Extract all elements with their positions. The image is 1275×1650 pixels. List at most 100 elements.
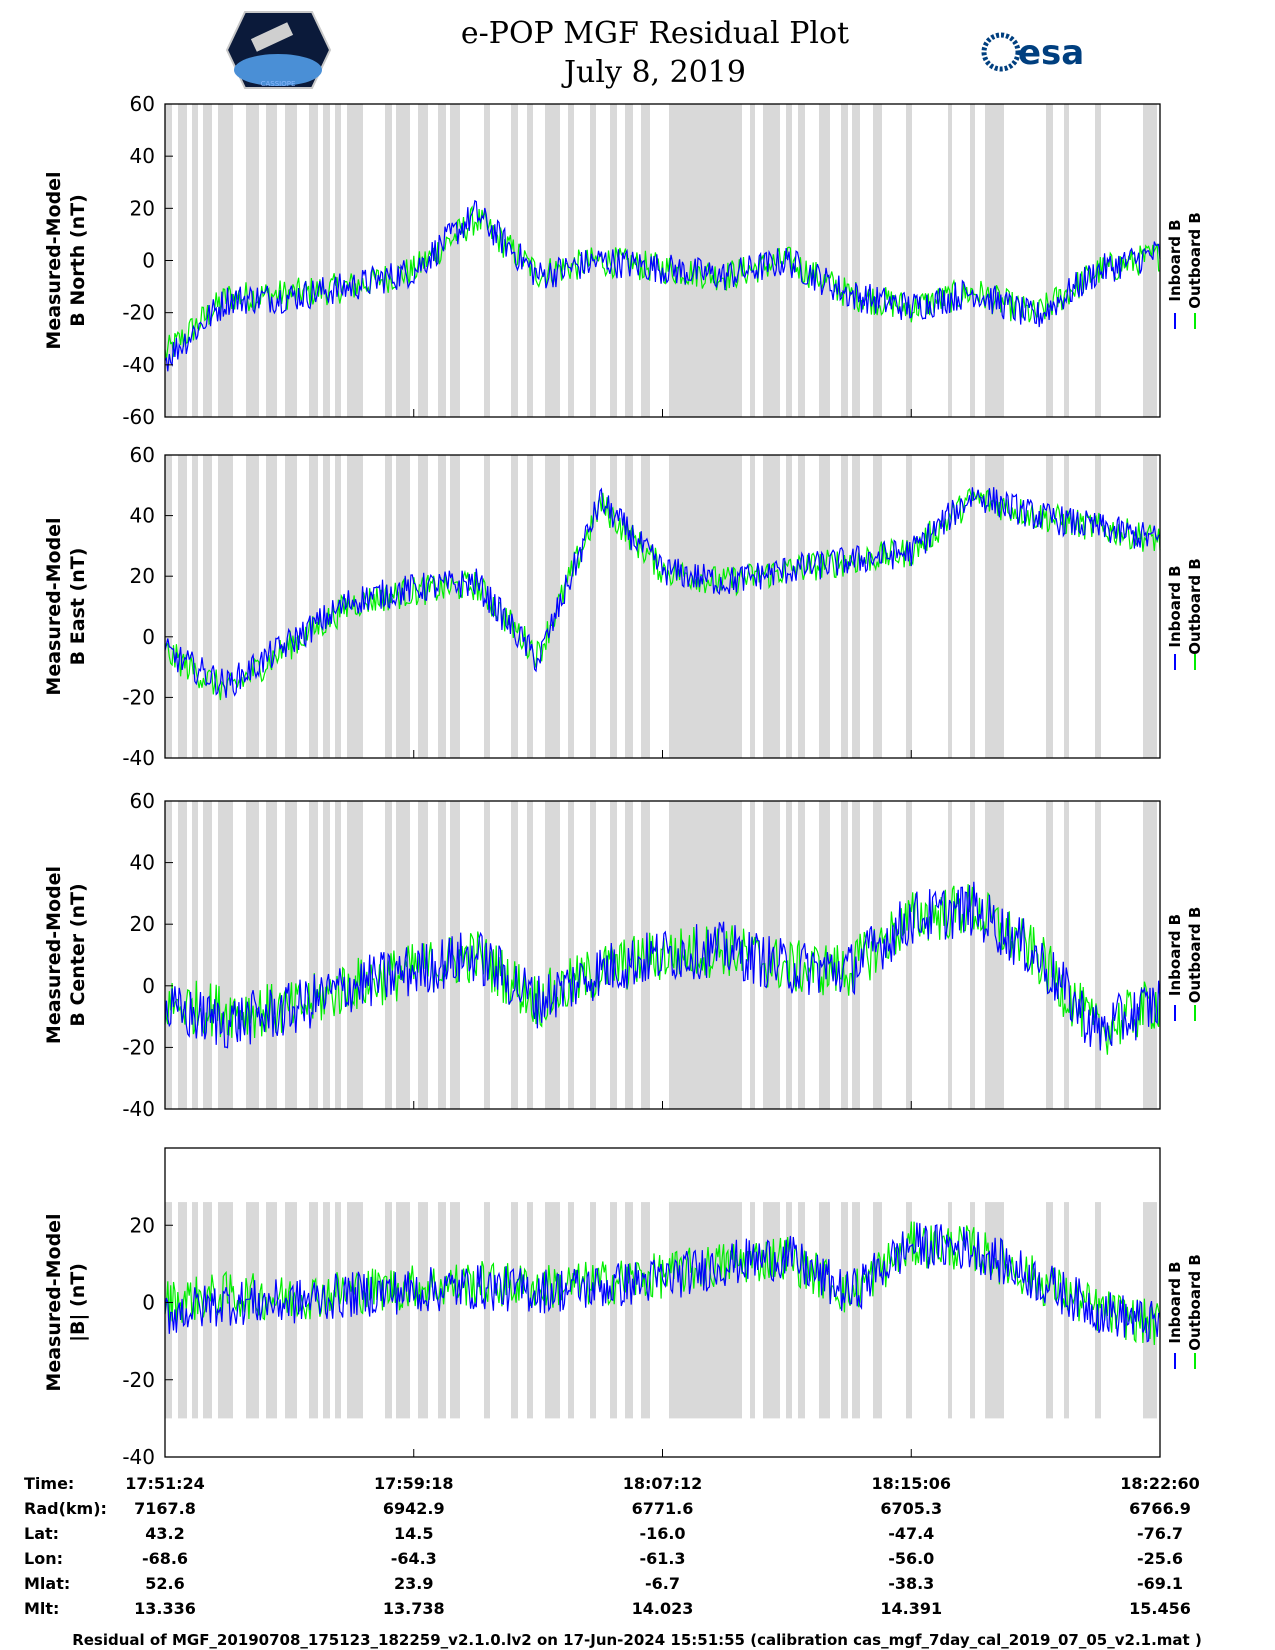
gap-band — [192, 104, 198, 417]
ephemeris-value: -68.6 — [142, 1549, 188, 1568]
y-tick-label: 0 — [142, 625, 155, 649]
ephemeris-value: -47.4 — [888, 1524, 934, 1543]
ephemeris-value: 43.2 — [145, 1524, 184, 1543]
gap-band — [418, 455, 428, 758]
gap-band — [763, 1202, 780, 1419]
gap-band — [165, 801, 172, 1109]
gap-band — [1046, 104, 1053, 417]
ephemeris-value: -61.3 — [639, 1549, 685, 1568]
gap-band — [669, 104, 742, 417]
gap-band — [484, 1202, 490, 1419]
y-axis-label-line: Measured-Model — [43, 517, 65, 695]
gap-band — [246, 104, 259, 417]
gap-band — [203, 455, 212, 758]
gap-band — [1064, 455, 1069, 758]
gap-band — [625, 1202, 633, 1419]
ephemeris-value: -76.7 — [1137, 1524, 1183, 1543]
gap-band — [610, 1202, 617, 1419]
gap-band — [178, 455, 187, 758]
y-tick-label: -40 — [122, 1097, 155, 1121]
gap-band — [347, 801, 363, 1109]
gap-band — [527, 1202, 533, 1419]
gap-band — [1046, 455, 1053, 758]
gap-band — [970, 801, 975, 1109]
gap-band — [309, 104, 318, 417]
gap-band — [203, 801, 212, 1109]
y-axis-label-line: B Center (nT) — [67, 883, 89, 1026]
gap-band — [438, 455, 446, 758]
gap-band — [852, 104, 860, 417]
gap-band — [192, 455, 198, 758]
gap-band — [669, 1202, 742, 1419]
gap-band — [763, 455, 780, 758]
gap-band — [841, 104, 848, 417]
ephemeris-value: -25.6 — [1137, 1549, 1183, 1568]
gap-band — [786, 104, 792, 417]
series-line-outboard-b — [164, 205, 1160, 360]
ephemeris-value: 14.391 — [880, 1599, 942, 1618]
gap-band — [873, 455, 882, 758]
gap-band — [438, 104, 446, 417]
gap-band — [1095, 455, 1101, 758]
gap-band — [450, 104, 460, 417]
gap-band — [527, 455, 533, 758]
gap-band — [418, 1202, 428, 1419]
series-line-inboard-b — [164, 487, 1161, 698]
y-axis-label-line: Measured-Model — [43, 1213, 65, 1391]
gap-band — [309, 455, 318, 758]
gap-band — [1064, 104, 1069, 417]
gap-band — [285, 104, 297, 417]
panel-3: -40 -20 0 20 40 60 Measured-Model B Center (nT)… — [43, 789, 1204, 1121]
gap-band — [450, 455, 460, 758]
gap-band — [246, 801, 259, 1109]
gap-band — [568, 455, 574, 758]
gap-band — [335, 801, 341, 1109]
gap-band — [309, 1202, 318, 1419]
gap-band — [323, 455, 330, 758]
gap-band — [246, 455, 259, 758]
gap-band — [948, 455, 952, 758]
panel-4: -40 -20 0 20 Measured-Model |B| (nT) Inboard B… — [43, 1147, 1204, 1469]
gap-band — [165, 455, 172, 758]
panel-1: -60 -40 -20 0 20 40 60 Measured-Model B North (n… — [43, 92, 1204, 429]
ephemeris-value: 17:51:24 — [125, 1474, 205, 1493]
gap-band — [511, 1202, 518, 1419]
legend-label: Inboard B — [1166, 1261, 1184, 1343]
gap-band — [906, 801, 912, 1109]
gap-band — [266, 1202, 277, 1419]
y-tick-label: -40 — [122, 1445, 155, 1469]
y-axis-label-line: |B| (nT) — [67, 1263, 89, 1342]
gap-band — [347, 1202, 363, 1419]
gap-band — [763, 104, 780, 417]
legend-label: Outboard B — [1186, 212, 1204, 309]
gap-band — [285, 801, 297, 1109]
y-axis-label: Measured-Model B Center (nT) — [43, 866, 89, 1044]
y-tick-label: 60 — [130, 789, 155, 813]
ephemeris-table: Time: Rad(km): Lat: Lon: Mlat: Mlt: 17:51:24 71… — [24, 1474, 1200, 1618]
gap-band — [610, 455, 617, 758]
gap-band — [641, 104, 650, 417]
gap-band — [1064, 1202, 1069, 1419]
gap-band — [798, 1202, 805, 1419]
gap-band — [192, 801, 198, 1109]
gap-band — [511, 455, 518, 758]
gap-band — [396, 1202, 410, 1419]
gap-band — [841, 455, 848, 758]
y-tick-label: -20 — [122, 301, 155, 325]
y-tick-label: 0 — [142, 249, 155, 273]
gap-band — [985, 104, 1004, 417]
gap-band — [873, 1202, 882, 1419]
gap-band — [511, 801, 518, 1109]
gap-band — [218, 455, 233, 758]
gap-band — [203, 104, 212, 417]
gap-band — [798, 104, 805, 417]
y-tick-label: -20 — [122, 685, 155, 709]
gap-band — [669, 455, 742, 758]
y-tick-label: -20 — [122, 1368, 155, 1392]
gap-band — [266, 801, 277, 1109]
gap-band — [450, 1202, 460, 1419]
gap-band — [266, 104, 277, 417]
gap-band — [266, 455, 277, 758]
gap-band — [641, 455, 650, 758]
